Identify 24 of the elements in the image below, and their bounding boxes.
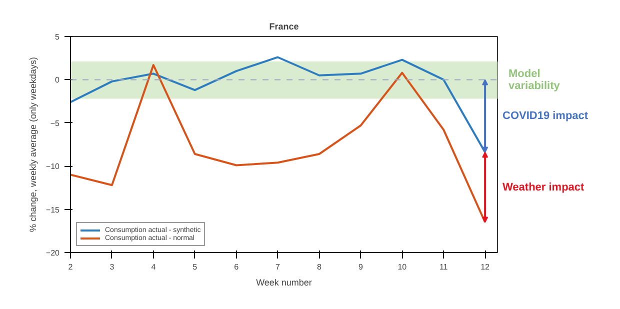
x-tick-label: 9 xyxy=(358,262,364,272)
y-axis-title: % change, weekly average (only weekdays) xyxy=(28,56,38,232)
x-tick-label: 10 xyxy=(398,262,408,272)
chart-title: France xyxy=(269,22,299,32)
x-tick-label: 4 xyxy=(151,262,156,272)
text: COVID19 impact xyxy=(502,110,588,122)
x-tick-label: 7 xyxy=(276,262,281,272)
x-tick-label: 11 xyxy=(439,262,448,272)
text: Weather impact xyxy=(502,181,585,194)
line-series xyxy=(70,64,486,224)
x-tick-label: 2 xyxy=(68,262,74,272)
y-tick-label: −20 xyxy=(46,248,60,258)
x-tick-label: 5 xyxy=(192,262,198,272)
y-tick-label: −10 xyxy=(46,162,60,172)
y-tick-label: 0 xyxy=(55,76,60,85)
y-tick-label: −15 xyxy=(46,205,60,214)
x-tick-label: 3 xyxy=(110,262,115,272)
x-tick-label: 6 xyxy=(234,262,240,272)
x-tick-label: 8 xyxy=(317,262,322,272)
x-axis-title: Week number xyxy=(256,278,312,288)
y-tick-label: 5 xyxy=(55,32,60,42)
band-label: Model variability xyxy=(508,68,561,92)
x-tick-label: 12 xyxy=(480,262,490,272)
y-tick-label: −5 xyxy=(50,118,60,128)
